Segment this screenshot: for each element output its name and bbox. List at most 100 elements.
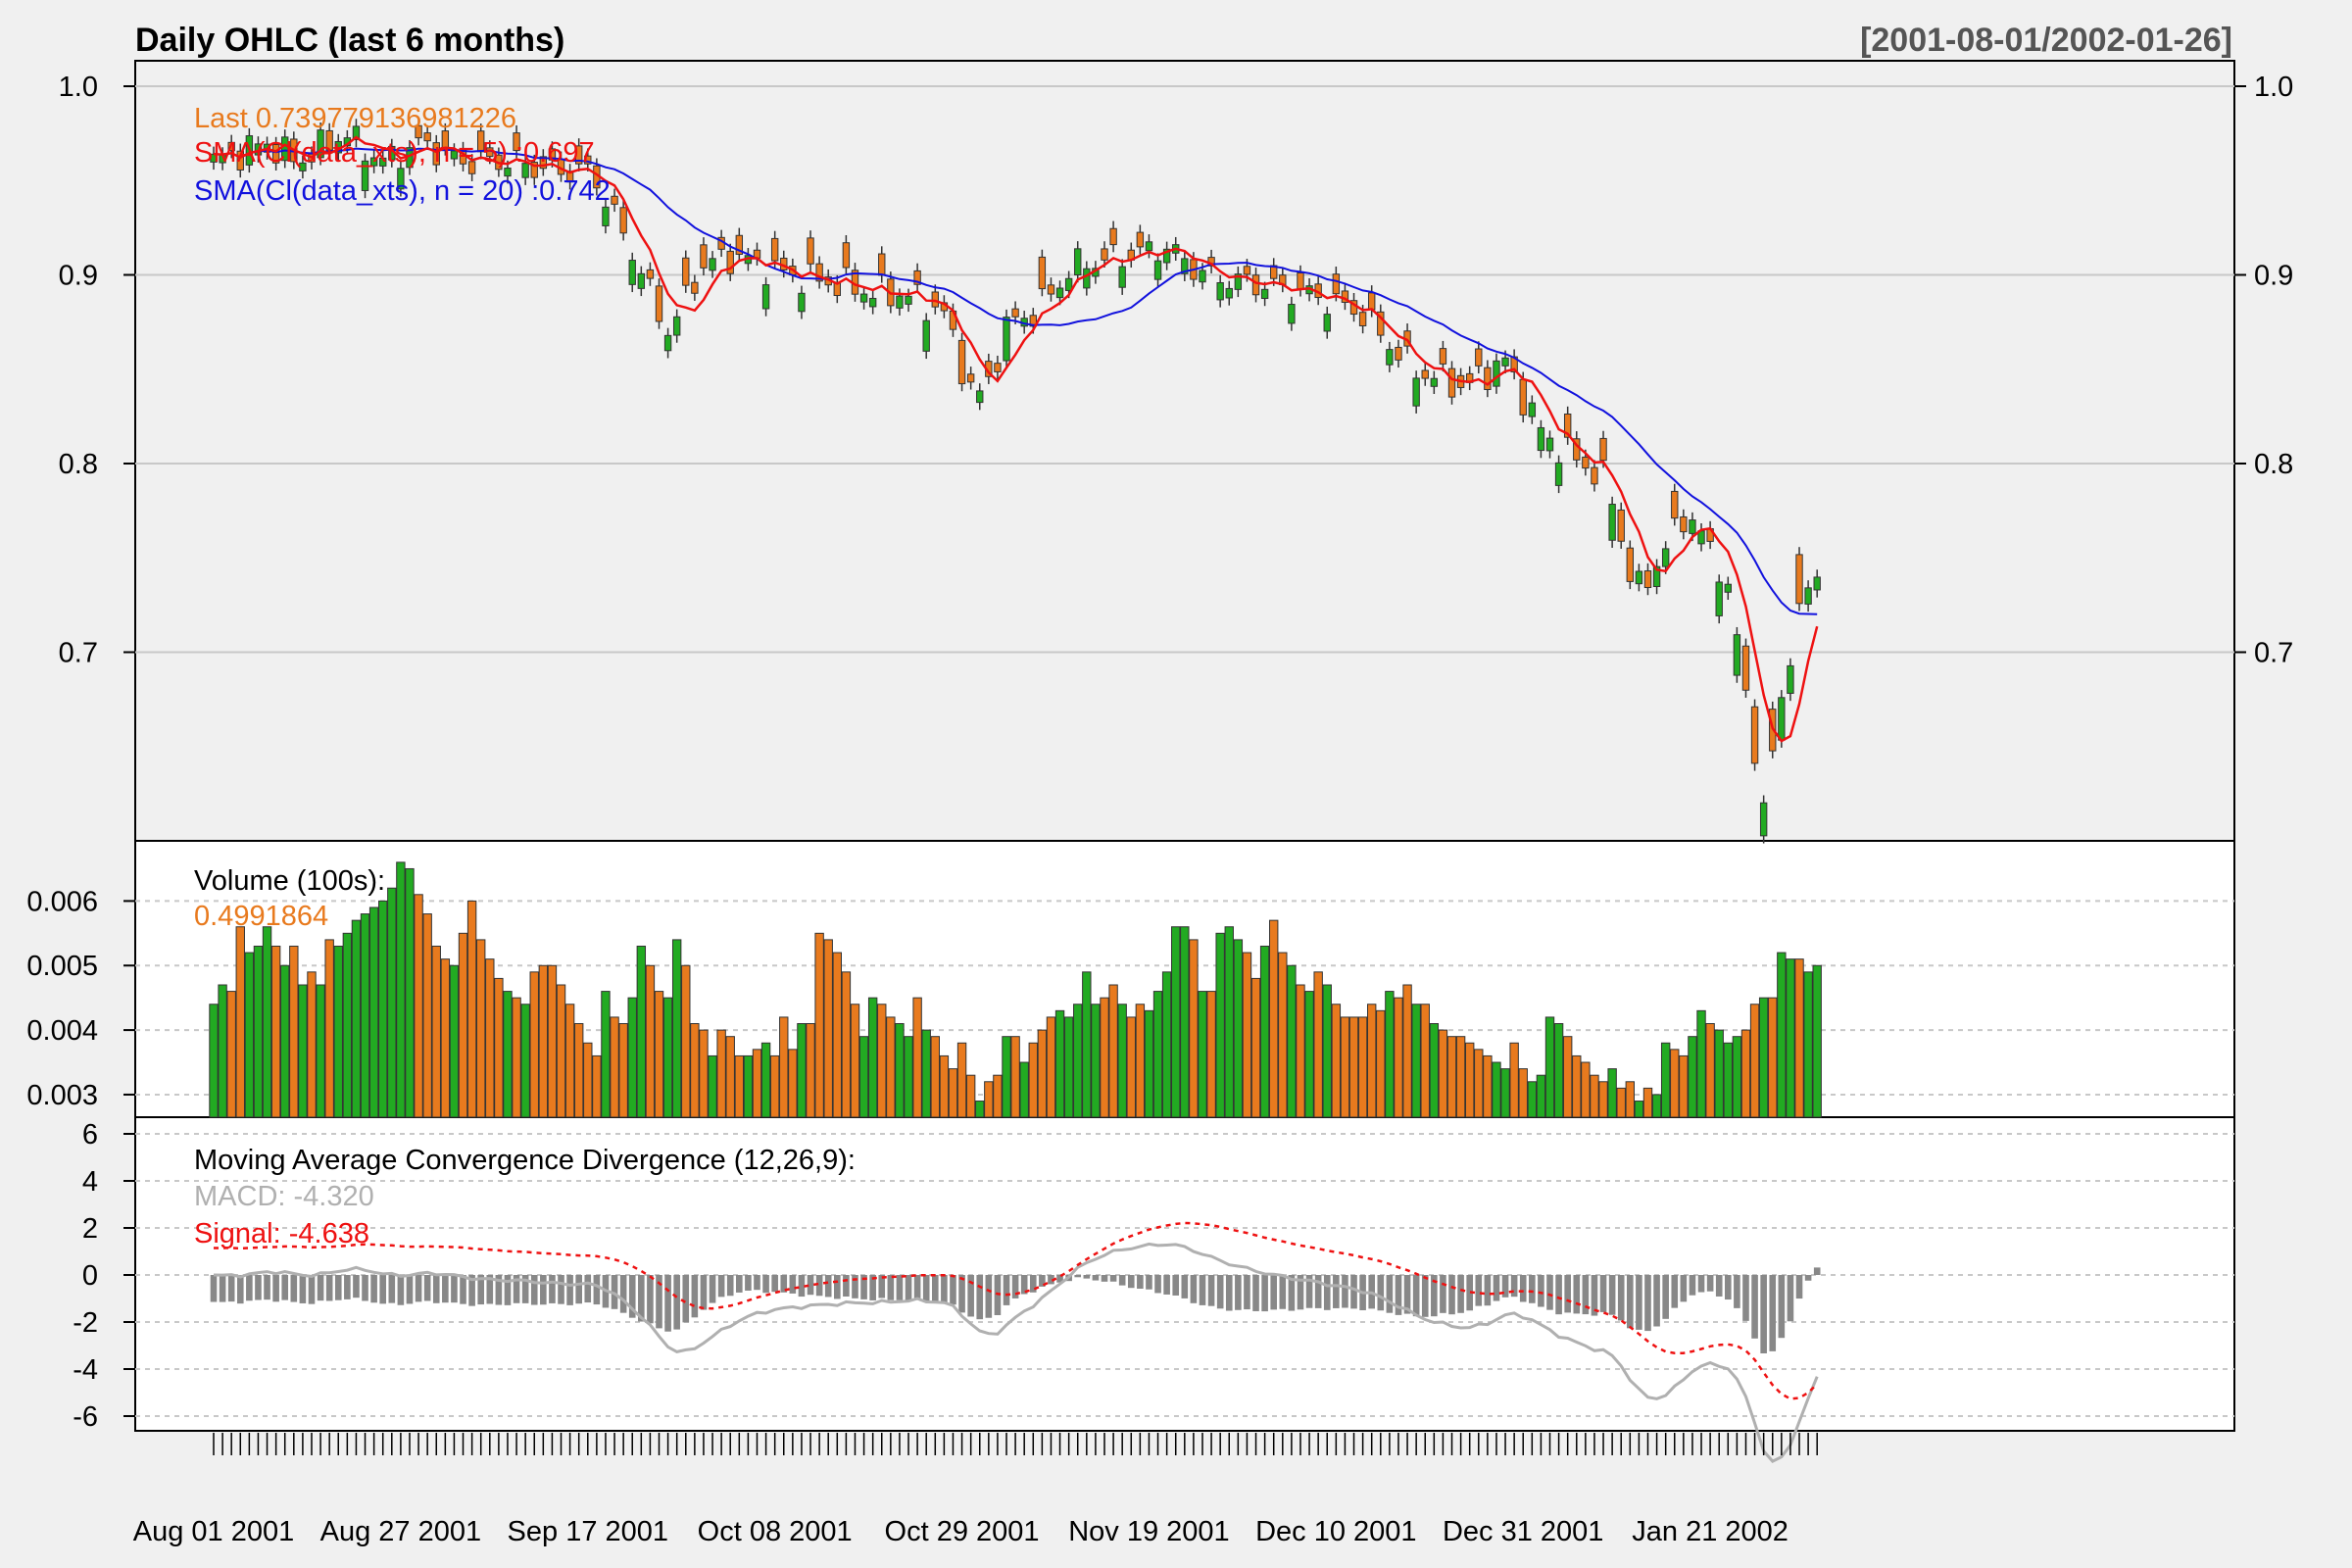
candle-body bbox=[1109, 227, 1117, 246]
macd-histogram-bar bbox=[789, 1275, 797, 1294]
volume-ytick-label: 0.005 bbox=[26, 951, 98, 982]
volume-bar bbox=[1777, 952, 1787, 1118]
macd-histogram-bar bbox=[1742, 1275, 1749, 1321]
macd-histogram-bar bbox=[325, 1275, 333, 1301]
macd-histogram-bar bbox=[379, 1275, 387, 1304]
volume-bar bbox=[556, 984, 566, 1118]
macd-histogram-bar bbox=[264, 1275, 270, 1300]
candle-body bbox=[868, 297, 877, 308]
candle-body bbox=[1635, 570, 1643, 585]
volume-bar bbox=[1492, 1061, 1501, 1118]
macd-histogram-bar bbox=[1137, 1275, 1144, 1289]
volume-bar bbox=[699, 1029, 709, 1118]
candle-body bbox=[423, 132, 431, 142]
macd-histogram-bar bbox=[1163, 1275, 1170, 1295]
macd-histogram-bar bbox=[460, 1275, 466, 1304]
macd-histogram-bar bbox=[1734, 1275, 1740, 1308]
volume-bar bbox=[645, 964, 656, 1118]
candle-body bbox=[842, 242, 851, 269]
volume-bar bbox=[690, 1023, 700, 1118]
macd-histogram-bar bbox=[958, 1275, 965, 1313]
macd-histogram-bar bbox=[415, 1275, 422, 1302]
volume-bar bbox=[1429, 1023, 1440, 1118]
macd-histogram-bar bbox=[1172, 1275, 1180, 1296]
volume-bar bbox=[1073, 1004, 1083, 1118]
price-panel bbox=[134, 60, 2235, 842]
macd-histogram-bar bbox=[388, 1275, 396, 1303]
candle-body bbox=[467, 161, 476, 174]
candle-body bbox=[700, 244, 708, 269]
macd-histogram-bar bbox=[1225, 1275, 1233, 1311]
volume-bar bbox=[1572, 1054, 1582, 1118]
volume-bar bbox=[1215, 932, 1225, 1118]
macd-histogram-bar bbox=[468, 1275, 475, 1306]
macd-histogram-bar bbox=[1342, 1275, 1348, 1308]
macd-histogram-bar bbox=[905, 1275, 912, 1300]
volume-bar bbox=[405, 867, 415, 1118]
volume-bar bbox=[1340, 1016, 1350, 1118]
volume-bar bbox=[476, 939, 486, 1118]
candle-body bbox=[521, 163, 529, 178]
candle-body bbox=[513, 132, 520, 152]
volume-bar bbox=[1536, 1074, 1546, 1118]
macd-histogram-bar bbox=[1421, 1275, 1429, 1317]
volume-bar bbox=[636, 945, 647, 1118]
candle-body bbox=[548, 148, 557, 161]
candle-body bbox=[691, 281, 699, 294]
volume-bar bbox=[1714, 1029, 1724, 1118]
x-tick-label: Nov 19 2001 bbox=[1068, 1516, 1229, 1547]
candle-body bbox=[530, 162, 538, 178]
volume-bar bbox=[466, 900, 477, 1118]
candle-body bbox=[770, 237, 779, 262]
chart-title: Daily OHLC (last 6 months) bbox=[135, 22, 564, 59]
volume-bar bbox=[1670, 1049, 1680, 1118]
candle-body bbox=[432, 142, 440, 166]
candle-body bbox=[1038, 256, 1047, 290]
candle-body bbox=[1778, 697, 1786, 741]
volume-bar bbox=[858, 1036, 869, 1118]
volume-bar bbox=[912, 997, 922, 1118]
macd-histogram-bar bbox=[1608, 1275, 1616, 1315]
macd-histogram-bar bbox=[798, 1275, 806, 1298]
macd-histogram-bar bbox=[1235, 1275, 1242, 1310]
candle-body bbox=[735, 234, 744, 255]
volume-bar bbox=[1296, 984, 1305, 1118]
candle-body bbox=[1288, 304, 1296, 324]
macd-histogram-bar bbox=[1270, 1275, 1278, 1310]
candle-body bbox=[1599, 437, 1607, 462]
macd-histogram-bar bbox=[521, 1275, 529, 1303]
macd-ytick-label: -4 bbox=[73, 1354, 98, 1386]
macd-histogram-bar bbox=[1377, 1275, 1385, 1311]
macd-histogram-bar bbox=[985, 1275, 993, 1318]
macd-histogram-bar bbox=[317, 1275, 324, 1301]
candle-body bbox=[1643, 570, 1652, 589]
candle-body bbox=[1608, 504, 1616, 541]
volume-bar bbox=[956, 1042, 967, 1118]
candle-body bbox=[1661, 548, 1670, 567]
candle-body bbox=[1528, 402, 1537, 417]
macd-histogram-bar bbox=[1519, 1275, 1527, 1302]
candle-body bbox=[1074, 248, 1082, 276]
candle-body bbox=[1652, 565, 1661, 588]
candle-body bbox=[1047, 284, 1055, 295]
volume-bar bbox=[1357, 1016, 1368, 1118]
macd-histogram-bar bbox=[1039, 1275, 1046, 1287]
volume-bar bbox=[1046, 1016, 1056, 1118]
volume-bar bbox=[939, 1054, 950, 1118]
macd-ytick-label: 2 bbox=[82, 1213, 98, 1245]
macd-histogram-bar bbox=[442, 1275, 449, 1303]
candle-body bbox=[1297, 272, 1304, 290]
volume-ytick-label: 0.003 bbox=[26, 1080, 98, 1111]
macd-histogram-bar bbox=[1431, 1275, 1438, 1317]
legend-macd-value: MACD: -4.320 bbox=[194, 1181, 374, 1212]
macd-histogram-bar bbox=[1493, 1275, 1500, 1301]
macd-histogram-bar bbox=[246, 1275, 253, 1301]
macd-histogram-bar bbox=[451, 1275, 458, 1303]
candle-body bbox=[317, 129, 324, 159]
macd-histogram-bar bbox=[1216, 1275, 1224, 1309]
candle-body bbox=[271, 143, 280, 164]
volume-bar bbox=[1117, 1004, 1127, 1118]
macd-histogram-bar bbox=[1109, 1275, 1117, 1282]
macd-histogram-bar bbox=[638, 1275, 645, 1322]
candle-body bbox=[1118, 266, 1126, 288]
